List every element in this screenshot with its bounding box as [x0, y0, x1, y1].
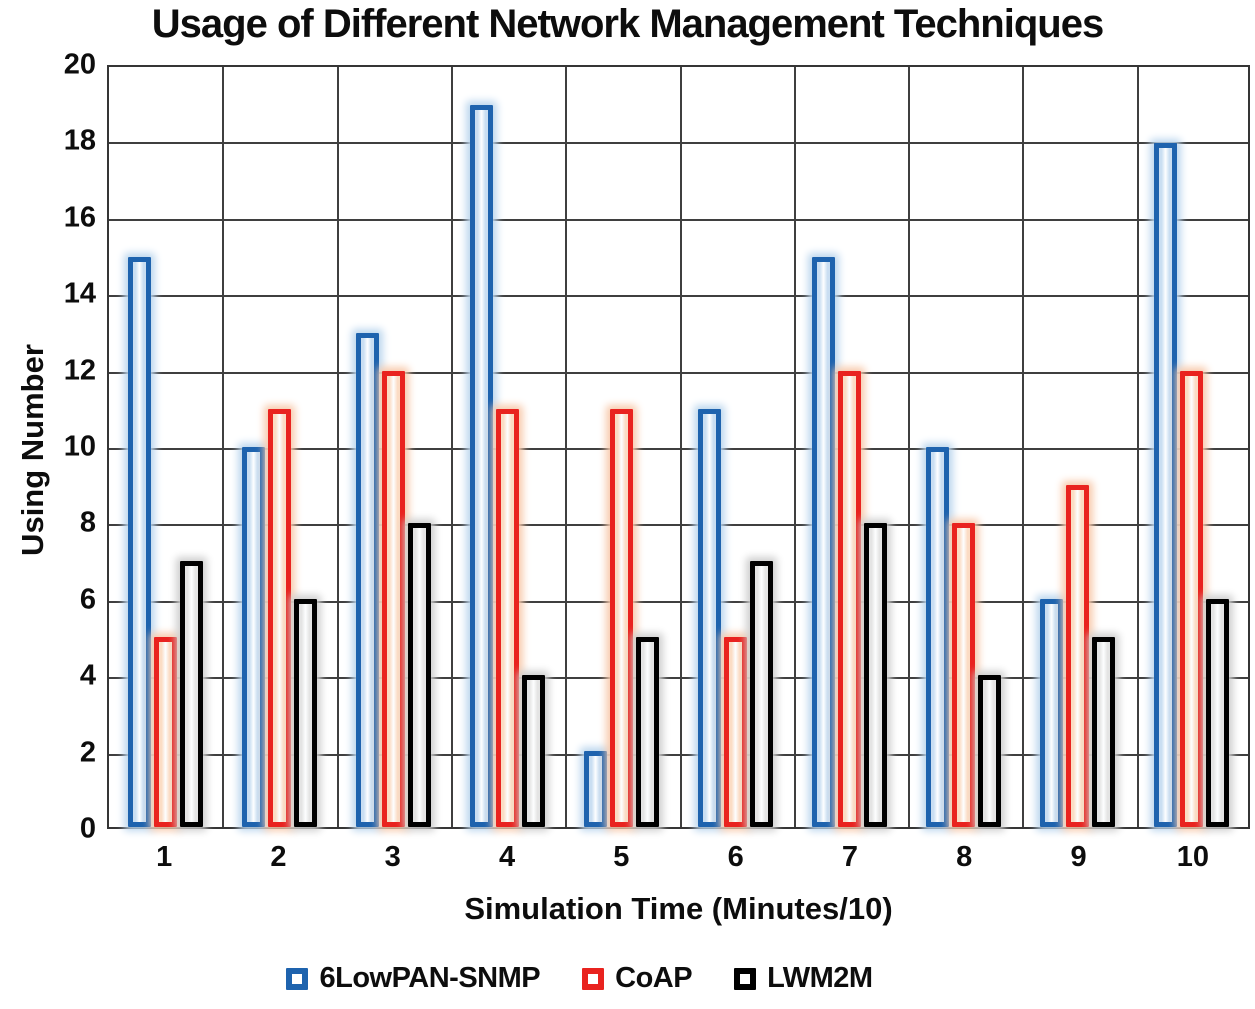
bar-LWM2M-x2 — [294, 599, 318, 827]
bar-LWM2M-x9 — [1091, 637, 1115, 827]
chart-legend: 6LowPAN-SNMP CoAP LWM2M — [0, 962, 1207, 995]
bar-LWM2M-x5 — [636, 637, 660, 827]
bar-6LowPAN-SNMP-x5 — [584, 751, 608, 827]
y-tick-label: 10 — [63, 430, 96, 463]
bar-6LowPAN-SNMP-x9 — [1039, 599, 1063, 827]
y-tick-label: 0 — [79, 812, 96, 845]
horizontal-gridline — [109, 600, 1248, 603]
bar-group-1 — [109, 67, 223, 827]
x-tick-label: 2 — [270, 841, 287, 873]
bar-CoAP-x5 — [610, 409, 634, 827]
legend-label: 6LowPAN-SNMP — [319, 962, 541, 994]
bar-6LowPAN-SNMP-x4 — [470, 105, 494, 827]
vertical-gridline — [336, 67, 339, 827]
x-tick-label: 10 — [1176, 841, 1209, 873]
bar-CoAP-x9 — [1065, 485, 1089, 827]
bar-CoAP-x8 — [951, 523, 975, 827]
x-tick-label: 6 — [727, 841, 744, 873]
x-axis-title: Simulation Time (Minutes/10) — [464, 891, 893, 926]
bar-6LowPAN-SNMP-x3 — [356, 333, 380, 827]
bar-6LowPAN-SNMP-x7 — [811, 257, 835, 827]
bar-group-5 — [565, 67, 679, 827]
bar-LWM2M-x6 — [749, 561, 773, 827]
bar-CoAP-x1 — [154, 637, 178, 827]
legend-label: CoAP — [615, 962, 693, 994]
bar-LWM2M-x10 — [1205, 599, 1229, 827]
x-tick-label: 5 — [613, 841, 630, 873]
bar-6LowPAN-SNMP-x2 — [242, 447, 266, 827]
bar-LWM2M-x7 — [863, 523, 887, 827]
plot-area — [107, 65, 1250, 829]
vertical-gridline — [450, 67, 453, 827]
bar-group-2 — [223, 67, 337, 827]
bar-6LowPAN-SNMP-x1 — [128, 257, 152, 827]
vertical-gridline — [1022, 67, 1025, 827]
horizontal-gridline — [109, 218, 1248, 221]
bar-LWM2M-x4 — [522, 675, 546, 827]
bar-6LowPAN-SNMP-x6 — [697, 409, 721, 827]
bar-group-7 — [792, 67, 906, 827]
x-tick-label: 4 — [498, 841, 516, 873]
y-tick-label: 6 — [79, 583, 96, 616]
y-tick-label: 2 — [79, 736, 96, 769]
legend-marker-icon — [286, 967, 309, 990]
horizontal-gridline — [109, 677, 1248, 680]
vertical-gridline — [908, 67, 911, 827]
legend-item-6LowPAN-SNMP: 6LowPAN-SNMP — [286, 962, 541, 995]
x-tick-label: 1 — [156, 841, 173, 873]
vertical-gridline — [222, 67, 225, 827]
bar-CoAP-x6 — [723, 637, 747, 827]
legend-item-CoAP: CoAP — [582, 962, 693, 995]
y-tick-label: 8 — [79, 506, 96, 539]
bar-LWM2M-x8 — [977, 675, 1001, 827]
bar-group-8 — [906, 67, 1020, 827]
bar-6LowPAN-SNMP-x10 — [1153, 143, 1177, 827]
vertical-gridline — [793, 67, 796, 827]
bar-series-container — [109, 67, 1248, 827]
bar-CoAP-x7 — [837, 371, 861, 827]
x-tick-label: 9 — [1070, 841, 1087, 873]
y-tick-label: 14 — [63, 277, 96, 310]
y-tick-label: 18 — [63, 124, 96, 157]
bar-CoAP-x4 — [496, 409, 520, 827]
chart-title: Usage of Different Network Management Te… — [151, 2, 1104, 46]
x-tick-label: 7 — [841, 841, 858, 873]
horizontal-gridline — [109, 524, 1248, 527]
bar-6LowPAN-SNMP-x8 — [925, 447, 949, 827]
horizontal-gridline — [109, 142, 1248, 145]
bar-CoAP-x2 — [268, 409, 292, 827]
bar-CoAP-x3 — [382, 371, 406, 827]
bar-group-10 — [1134, 67, 1248, 827]
legend-marker-icon — [734, 967, 757, 990]
horizontal-gridline — [109, 371, 1248, 374]
horizontal-gridline — [109, 295, 1248, 298]
bar-group-9 — [1020, 67, 1134, 827]
y-tick-label: 16 — [63, 201, 96, 234]
y-tick-label: 12 — [63, 354, 96, 387]
legend-item-LWM2M: LWM2M — [734, 962, 873, 995]
bar-group-3 — [337, 67, 451, 827]
y-tick-label: 20 — [63, 48, 96, 81]
bar-group-6 — [679, 67, 793, 827]
bar-LWM2M-x1 — [180, 561, 204, 827]
vertical-gridline — [1136, 67, 1139, 827]
y-tick-label: 4 — [79, 659, 96, 692]
horizontal-gridline — [109, 753, 1248, 756]
horizontal-gridline — [109, 448, 1248, 450]
vertical-gridline — [679, 67, 682, 827]
legend-label: LWM2M — [767, 962, 873, 994]
legend-marker-icon — [582, 967, 605, 990]
bar-group-4 — [451, 67, 565, 827]
x-axis-ticks: 1 2 3 4 5 6 7 8 9 10 — [107, 841, 1250, 874]
x-tick-label: 3 — [384, 841, 401, 873]
y-axis-ticks: 0 2 4 6 8 10 12 14 16 18 20 — [0, 49, 96, 845]
vertical-gridline — [565, 67, 568, 827]
bar-LWM2M-x3 — [408, 523, 432, 827]
bar-CoAP-x10 — [1179, 371, 1203, 827]
x-tick-label: 8 — [956, 841, 973, 873]
